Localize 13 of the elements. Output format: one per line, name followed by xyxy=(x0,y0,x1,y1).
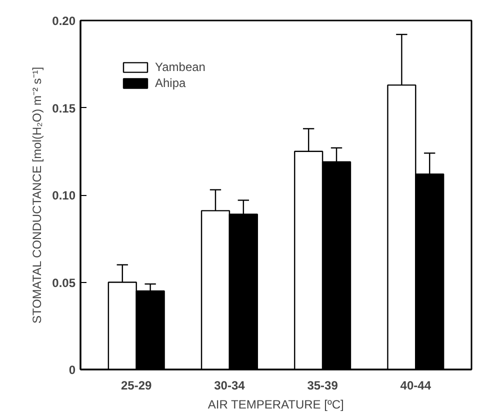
x-tick-label: 40-44 xyxy=(400,378,432,392)
y-tick-label: 0.20 xyxy=(52,14,76,28)
x-axis-title: AIR TEMPERATURE [ºC] xyxy=(208,398,344,412)
x-tick-label: 25-29 xyxy=(121,378,152,392)
y-tick-label: 0.10 xyxy=(52,188,76,202)
y-axis-title: STOMATAL CONDUCTANCE [mol(H₂O) m⁻² s⁻¹] xyxy=(30,66,44,324)
legend-label: Ahipa xyxy=(155,76,186,90)
y-tick-label: 0.05 xyxy=(52,276,76,290)
x-tick-label: 30-34 xyxy=(214,378,246,392)
legend-label: Yambean xyxy=(155,60,206,74)
x-tick-label: 35-39 xyxy=(307,378,338,392)
y-tick-label: 0.15 xyxy=(52,101,76,116)
y-tick-label: 0 xyxy=(68,363,76,377)
